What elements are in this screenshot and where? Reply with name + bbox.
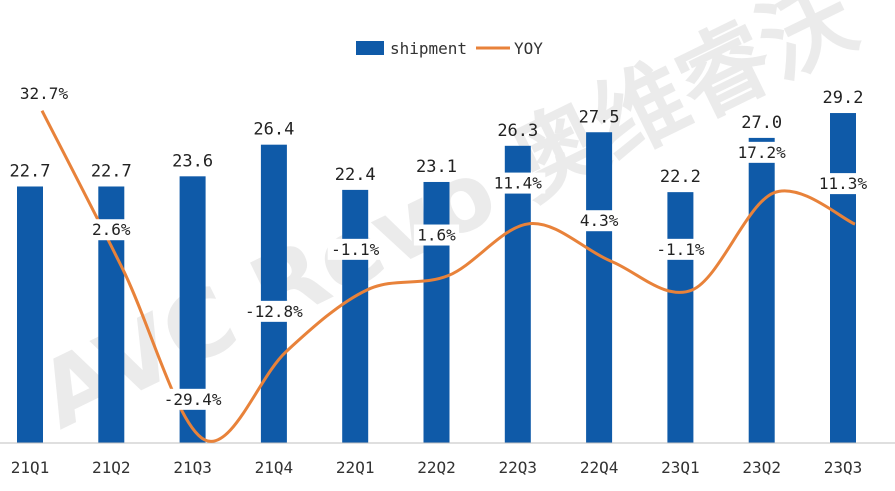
bar-22Q1 bbox=[342, 189, 369, 443]
x-tick-21Q1: 21Q1 bbox=[11, 458, 50, 477]
yoy-label-22Q4: 4.3% bbox=[576, 210, 622, 232]
yoy-value-22Q1: -1.1% bbox=[331, 240, 380, 259]
yoy-label-21Q2: 2.6% bbox=[88, 219, 134, 241]
bar-23Q3 bbox=[830, 113, 856, 443]
legend-label-shipment: shipment bbox=[390, 39, 467, 58]
line-series-yoy bbox=[40, 110, 856, 443]
bar-21Q1 bbox=[17, 186, 43, 444]
x-tick-21Q2: 21Q2 bbox=[92, 458, 131, 477]
bar-22Q4 bbox=[586, 132, 613, 443]
yoy-data-labels: 32.7% 2.6% -29.4% -12.8% -1.1% 1.6% 11.4% 4.3% -… bbox=[16, 83, 871, 410]
bar-22Q2 bbox=[423, 181, 450, 443]
yoy-label-23Q3: 11.3% bbox=[815, 173, 871, 195]
bar-21Q4 bbox=[260, 144, 287, 443]
bar-23Q2 bbox=[748, 137, 775, 443]
yoy-label-23Q2: 17.2% bbox=[734, 141, 790, 163]
bar-22Q3 bbox=[504, 145, 531, 443]
bar-data-labels: 22.7 22.7 23.6 26.4 22.4 23.1 26.3 27.5 22.2 27.0… bbox=[10, 88, 864, 187]
yoy-value-22Q2: 1.6% bbox=[417, 226, 456, 245]
yoy-value-22Q3: 11.4% bbox=[494, 174, 543, 193]
bar-23Q1 bbox=[667, 192, 694, 443]
x-tick-22Q3: 22Q3 bbox=[499, 458, 538, 477]
yoy-label-22Q2: 1.6% bbox=[413, 224, 460, 246]
yoy-value-21Q1: 32.7% bbox=[20, 84, 69, 103]
bar-value-23Q1: 22.2 bbox=[660, 167, 701, 187]
yoy-value-23Q2: 17.2% bbox=[738, 143, 787, 162]
x-tick-22Q1: 22Q1 bbox=[336, 458, 375, 477]
bar-value-23Q2: 27.0 bbox=[741, 113, 782, 133]
x-tick-23Q3: 23Q3 bbox=[824, 458, 863, 477]
yoy-label-22Q1: -1.1% bbox=[327, 238, 383, 260]
bar-value-22Q3: 26.3 bbox=[497, 121, 538, 141]
yoy-value-23Q1: -1.1% bbox=[656, 240, 705, 259]
yoy-label-22Q3: 11.4% bbox=[490, 172, 546, 194]
yoy-label-21Q4: -12.8% bbox=[241, 300, 307, 322]
bar-value-23Q3: 29.2 bbox=[823, 88, 864, 108]
legend-swatch-shipment bbox=[356, 41, 384, 55]
yoy-value-21Q3: -29.4% bbox=[164, 390, 222, 409]
yoy-value-22Q4: 4.3% bbox=[580, 211, 619, 230]
bar-value-21Q2: 22.7 bbox=[91, 161, 132, 181]
legend-label-yoy: YOY bbox=[514, 39, 543, 58]
yoy-value-21Q4: -12.8% bbox=[245, 302, 303, 321]
x-tick-21Q4: 21Q4 bbox=[255, 458, 294, 477]
bar-value-21Q3: 23.6 bbox=[172, 151, 213, 171]
bar-value-22Q1: 22.4 bbox=[335, 165, 376, 185]
bar-value-22Q2: 23.1 bbox=[416, 157, 457, 177]
bar-value-22Q4: 27.5 bbox=[579, 107, 620, 127]
yoy-label-23Q1: -1.1% bbox=[652, 238, 708, 260]
x-axis-ticks: 21Q1 21Q2 21Q3 21Q4 22Q1 22Q2 22Q3 22Q4 23Q1 23Q2… bbox=[11, 458, 863, 477]
bar-series-shipment bbox=[17, 113, 856, 444]
x-tick-22Q4: 22Q4 bbox=[580, 458, 619, 477]
bar-value-21Q4: 26.4 bbox=[253, 120, 294, 140]
legend: shipment YOY bbox=[356, 39, 543, 58]
x-tick-21Q3: 21Q3 bbox=[173, 458, 212, 477]
yoy-value-21Q2: 2.6% bbox=[92, 220, 131, 239]
yoy-label-21Q1: 32.7% bbox=[16, 83, 72, 104]
yoy-value-23Q3: 11.3% bbox=[819, 174, 868, 193]
yoy-label-21Q3: -29.4% bbox=[160, 388, 225, 410]
bar-value-21Q1: 22.7 bbox=[10, 161, 51, 181]
x-tick-23Q2: 23Q2 bbox=[742, 458, 781, 477]
x-tick-22Q2: 22Q2 bbox=[417, 458, 456, 477]
x-tick-23Q1: 23Q1 bbox=[661, 458, 700, 477]
